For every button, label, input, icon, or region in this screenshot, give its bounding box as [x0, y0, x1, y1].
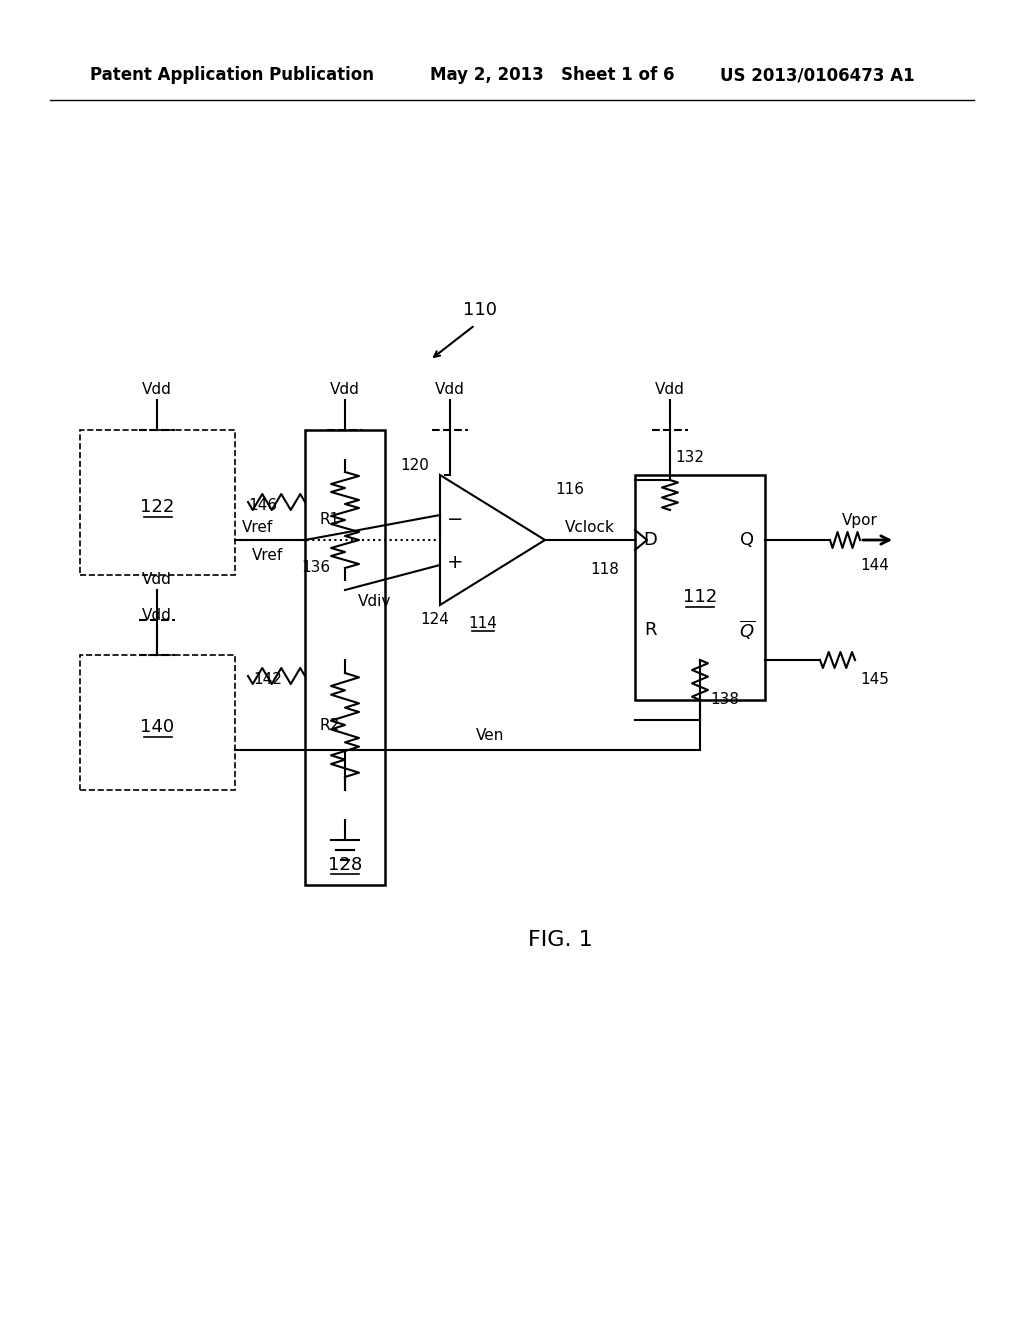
Bar	[635, 475, 765, 700]
Text: 112: 112	[683, 589, 717, 606]
Text: R1: R1	[319, 512, 340, 528]
Bar	[305, 430, 385, 884]
Bar	[80, 655, 234, 789]
Text: US 2013/0106473 A1: US 2013/0106473 A1	[720, 66, 914, 84]
Text: Vdd: Vdd	[435, 383, 465, 397]
Text: Vdd: Vdd	[655, 383, 685, 397]
Text: Ven: Ven	[476, 727, 504, 742]
Text: 120: 120	[400, 458, 429, 473]
Text: 110: 110	[463, 301, 497, 319]
Text: Vref: Vref	[252, 548, 284, 562]
Text: Vdd: Vdd	[142, 383, 172, 397]
Text: 124: 124	[421, 612, 450, 627]
Text: Q: Q	[740, 531, 754, 549]
Text: 140: 140	[140, 718, 174, 737]
Text: Vpor: Vpor	[842, 512, 878, 528]
Text: Vdiv: Vdiv	[358, 594, 392, 610]
Text: Patent Application Publication: Patent Application Publication	[90, 66, 374, 84]
Text: Vdd: Vdd	[142, 607, 172, 623]
Text: 146: 146	[249, 498, 278, 512]
Text: 136: 136	[301, 560, 330, 574]
Text: 118: 118	[591, 562, 620, 578]
Text: Vdd: Vdd	[330, 383, 360, 397]
Text: 142: 142	[254, 672, 283, 688]
Text: 128: 128	[328, 855, 362, 874]
Text: 145: 145	[860, 672, 890, 688]
Text: 138: 138	[710, 693, 739, 708]
Polygon shape	[440, 475, 545, 605]
Text: $\overline{Q}$: $\overline{Q}$	[739, 619, 755, 642]
Text: R: R	[644, 620, 656, 639]
Text: 116: 116	[555, 483, 585, 498]
Text: 122: 122	[140, 499, 175, 516]
Text: Vclock: Vclock	[565, 520, 615, 536]
Text: R2: R2	[319, 718, 340, 733]
Text: +: +	[446, 553, 463, 572]
Text: D: D	[643, 531, 657, 549]
Text: Vref: Vref	[243, 520, 273, 536]
Text: 114: 114	[468, 615, 497, 631]
Text: −: −	[446, 511, 463, 529]
Text: 132: 132	[675, 450, 705, 465]
Text: FIG. 1: FIG. 1	[527, 931, 592, 950]
Text: May 2, 2013   Sheet 1 of 6: May 2, 2013 Sheet 1 of 6	[430, 66, 675, 84]
Text: Vdd: Vdd	[142, 573, 172, 587]
Bar	[80, 430, 234, 576]
Text: 144: 144	[860, 557, 890, 573]
